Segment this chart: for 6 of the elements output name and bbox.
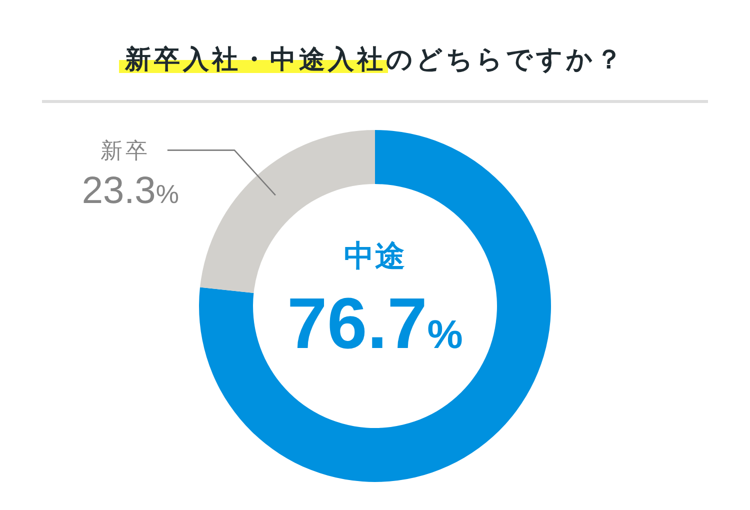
donut-slice xyxy=(200,130,375,293)
slice-label: 中途 xyxy=(344,240,406,273)
data-label: 76.7% xyxy=(287,284,463,364)
data-label: 23.3% xyxy=(82,170,179,212)
donut-slice xyxy=(199,130,551,482)
slice-label: 新卒 xyxy=(100,138,150,164)
